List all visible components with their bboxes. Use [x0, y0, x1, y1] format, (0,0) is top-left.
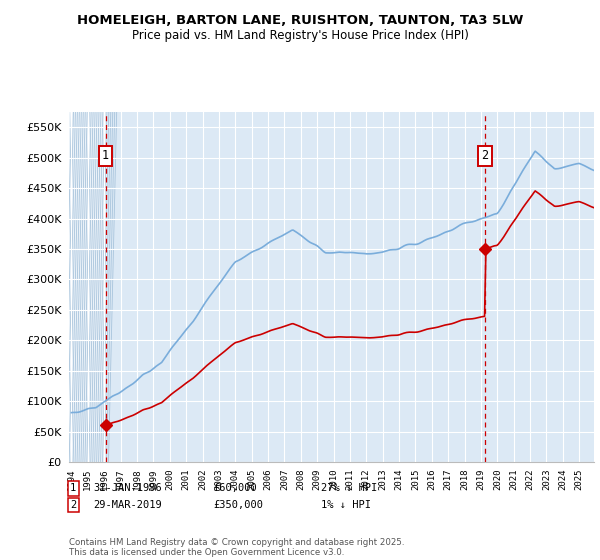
Text: 29-MAR-2019: 29-MAR-2019 [93, 500, 162, 510]
Bar [68, 112, 106, 462]
Text: 2: 2 [70, 500, 76, 510]
Text: 1% ↓ HPI: 1% ↓ HPI [321, 500, 371, 510]
Text: £60,000: £60,000 [213, 483, 257, 493]
Text: 31-JAN-1996: 31-JAN-1996 [93, 483, 162, 493]
Text: 27% ↓ HPI: 27% ↓ HPI [321, 483, 377, 493]
Text: 1: 1 [102, 150, 109, 162]
Text: 1: 1 [70, 483, 76, 493]
Text: 2: 2 [482, 150, 488, 162]
Text: £350,000: £350,000 [213, 500, 263, 510]
Text: Price paid vs. HM Land Registry's House Price Index (HPI): Price paid vs. HM Land Registry's House … [131, 29, 469, 42]
Text: Contains HM Land Registry data © Crown copyright and database right 2025.
This d: Contains HM Land Registry data © Crown c… [69, 538, 404, 557]
Text: HOMELEIGH, BARTON LANE, RUISHTON, TAUNTON, TA3 5LW: HOMELEIGH, BARTON LANE, RUISHTON, TAUNTO… [77, 14, 523, 27]
